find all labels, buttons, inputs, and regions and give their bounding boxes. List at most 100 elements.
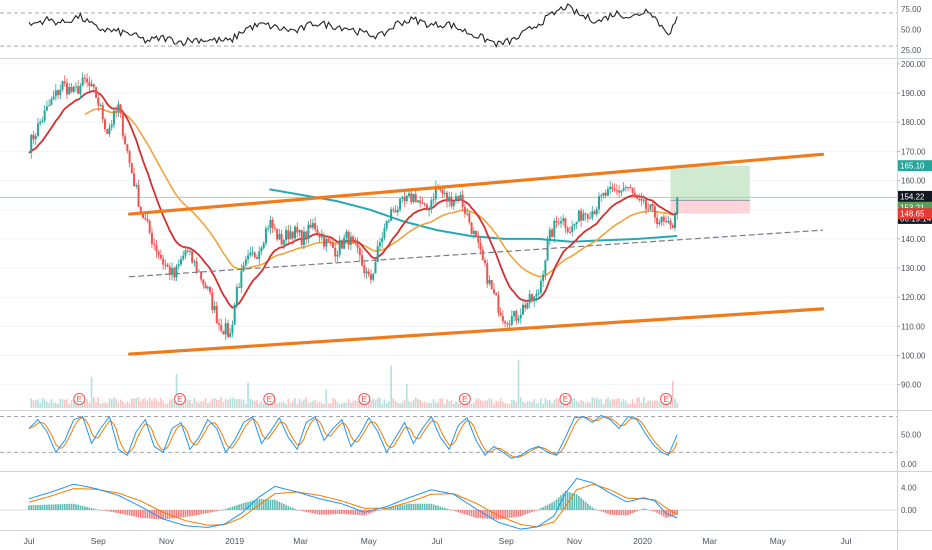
macd-histogram-bar: [595, 509, 598, 511]
volume-bar: [580, 399, 582, 408]
macd-histogram-bar: [401, 504, 404, 510]
price-axis-label: 120.00: [901, 293, 926, 302]
time-axis[interactable]: Jul Sep Nov 2019 Mar May Jul Sep Nov 2020 Mar May Ju…: [24, 536, 852, 546]
candle-body: [271, 219, 274, 228]
channel-lower-trendline[interactable]: [127, 307, 825, 356]
volume-bar: [70, 399, 73, 408]
earnings-marker[interactable]: E: [559, 393, 572, 405]
earnings-marker[interactable]: E: [173, 393, 186, 405]
macd-histogram-bar: [336, 510, 339, 515]
macd-histogram-bar: [318, 510, 321, 515]
volume-bar: [669, 400, 672, 408]
volume-bar: [397, 402, 399, 408]
macd-histogram-bar: [48, 504, 50, 510]
volume-bar: [651, 401, 654, 408]
candle-body: [294, 226, 296, 239]
candle-body: [361, 255, 364, 266]
macd-histogram-bar: [566, 491, 569, 510]
macd-histogram-bar: [162, 510, 164, 520]
candle-body: [300, 230, 303, 245]
volume-bar: [222, 401, 225, 408]
price-axis-label: 190.00: [901, 89, 926, 98]
macd-histogram-bar: [443, 507, 446, 510]
candle-body: [43, 110, 46, 121]
volume-bar: [383, 399, 386, 408]
candle-body: [676, 197, 679, 215]
macd-histogram-bar: [55, 504, 57, 510]
volume-bar: [450, 400, 453, 408]
price-pane[interactable]: E E E E E E E 200.00 190.00 180.00 170.00 160.00 15…: [0, 60, 932, 408]
macd-histogram-bar: [240, 503, 243, 510]
candle-body: [173, 267, 176, 278]
position-target-zone[interactable]: [670, 165, 750, 201]
macd-pane[interactable]: 4.00 0.00: [0, 477, 917, 530]
candle-body: [560, 221, 562, 224]
candle-body: [606, 189, 609, 196]
macd-histogram-bar: [180, 510, 182, 518]
price-label-entry: 153.21: [898, 201, 932, 213]
price-axis-label: 130.00: [901, 264, 926, 273]
stochastic-k-line: [28, 414, 678, 459]
candle-body: [430, 200, 433, 210]
candle-body: [526, 303, 529, 309]
candle-body: [508, 323, 511, 325]
macd-histogram-bar: [645, 509, 647, 510]
candle-body: [282, 240, 285, 245]
macd-histogram-bar: [307, 510, 310, 513]
candle-body: [378, 242, 381, 247]
candle-body: [231, 324, 234, 334]
volume-bar: [519, 397, 522, 408]
rsi-pane[interactable]: 75.00 50.00 25.00: [0, 3, 922, 55]
earnings-marker[interactable]: E: [263, 393, 276, 405]
stochastic-pane[interactable]: 50.00 0.00: [0, 414, 922, 469]
channel-upper-trendline[interactable]: [127, 152, 825, 216]
earnings-marker-label: E: [266, 394, 272, 404]
volume-bar: [193, 397, 196, 408]
price-label-bg: [898, 201, 932, 213]
volume-bar: [622, 398, 625, 408]
earnings-marker[interactable]: E: [660, 393, 673, 405]
macd-histogram-bar: [95, 509, 97, 510]
macd-histogram-bar: [309, 510, 312, 513]
candle-body: [124, 136, 127, 145]
macd-histogram-bar: [631, 510, 634, 514]
candle-body: [573, 224, 576, 227]
macd-histogram-bar: [359, 510, 361, 516]
volume-bar: [542, 403, 544, 408]
macd-histogram-bar: [245, 502, 247, 510]
volume-bar: [582, 401, 585, 408]
candle-body: [104, 119, 106, 130]
candle-body: [551, 229, 554, 237]
earnings-marker[interactable]: E: [73, 393, 86, 405]
candle-body: [133, 173, 136, 187]
position-stop-zone[interactable]: [670, 200, 750, 214]
candle-body: [112, 110, 115, 125]
candlesticks[interactable]: [30, 72, 679, 341]
volume-bar: [30, 398, 33, 408]
macd-histogram-bar: [481, 510, 484, 519]
macd-histogram-bar: [269, 499, 272, 510]
time-axis-label: Nov: [567, 536, 583, 546]
candle-body: [57, 90, 60, 96]
volume-bar: [515, 401, 518, 408]
macd-histogram-bar: [587, 503, 589, 510]
macd-histogram-bar: [242, 503, 245, 510]
earnings-marker[interactable]: E: [358, 393, 371, 405]
candle-body: [631, 188, 634, 193]
candle-body: [624, 187, 627, 189]
candle-body: [539, 280, 542, 293]
candle-body: [528, 294, 531, 304]
candle-body: [414, 193, 417, 203]
candle-body: [401, 197, 404, 199]
macd-histogram-bar: [542, 507, 544, 510]
volume-bar: [546, 400, 549, 408]
candle-body: [463, 206, 466, 214]
candle-body: [486, 263, 489, 284]
earnings-marker[interactable]: E: [458, 393, 471, 405]
volume-bar: [390, 365, 392, 408]
candle-body: [197, 271, 200, 273]
channel-midline[interactable]: [128, 229, 824, 278]
candle-body: [50, 99, 53, 106]
